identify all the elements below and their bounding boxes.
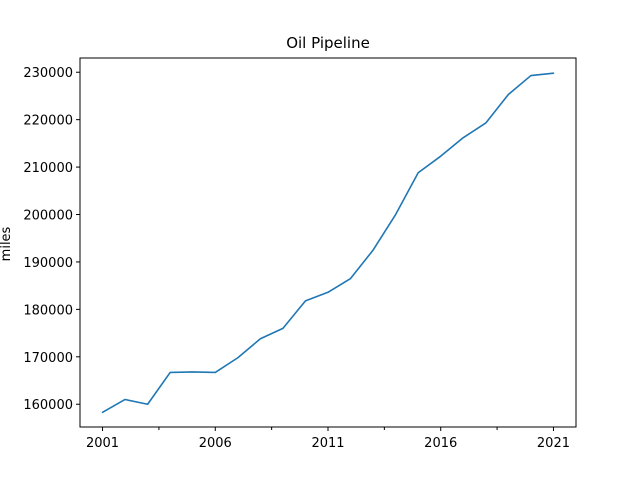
- series-layer: [101, 72, 555, 414]
- y-tick-label: 200000: [23, 209, 73, 224]
- x-tick-label: 2011: [311, 436, 344, 451]
- x-tick-label: 2006: [199, 436, 232, 451]
- y-tick-label: 230000: [23, 66, 73, 81]
- y-tick-label: 180000: [23, 303, 73, 318]
- x-tick-label: 2021: [537, 436, 570, 451]
- y-tick-label: 160000: [23, 398, 73, 413]
- y-tick-label: 220000: [23, 114, 73, 129]
- x-tick-label: 2001: [86, 436, 119, 451]
- x-axis-ticks: 2001 2006 2011 2016 2021: [86, 427, 570, 451]
- y-axis-label: miles: [0, 226, 14, 261]
- y-tick-label: 190000: [23, 256, 73, 271]
- chart-title: Oil Pipeline: [286, 34, 370, 52]
- series-line: [101, 72, 555, 414]
- y-axis-ticks: 160000 170000 180000 190000 200000 210000 2200…: [23, 66, 80, 413]
- x-tick-label: 2016: [424, 436, 457, 451]
- y-tick-label: 210000: [23, 161, 73, 176]
- plot-frame: [79, 57, 577, 428]
- y-tick-label: 170000: [23, 351, 73, 366]
